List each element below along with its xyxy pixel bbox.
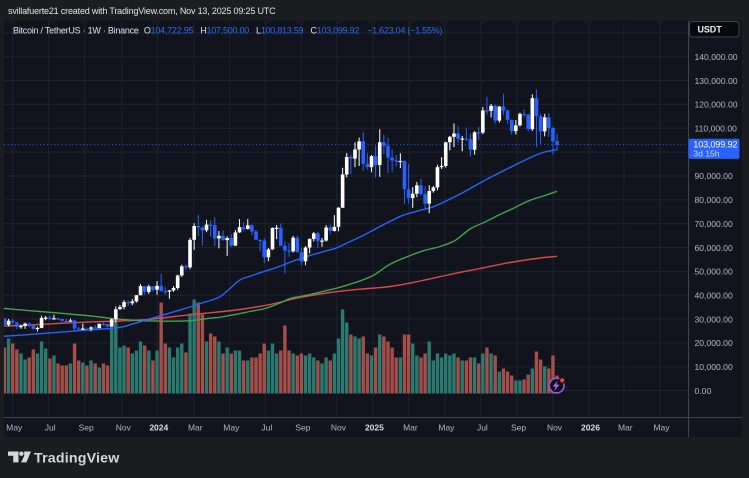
svg-text:May: May — [438, 422, 455, 432]
svg-text:2024: 2024 — [149, 422, 168, 432]
svg-text:Nov: Nov — [331, 422, 347, 432]
svg-text:svillafuerte21 created with Tr: svillafuerte21 created with TradingView.… — [8, 6, 276, 16]
svg-text:110,000.00: 110,000.00 — [695, 124, 738, 134]
svg-text:Jul: Jul — [261, 422, 272, 432]
svg-text:May: May — [6, 422, 23, 432]
svg-text:Sep: Sep — [295, 422, 310, 432]
svg-text:70,000.00: 70,000.00 — [695, 219, 733, 229]
svg-text:May: May — [223, 422, 240, 432]
svg-text:20,000.00: 20,000.00 — [695, 338, 733, 348]
svg-text:Sep: Sep — [79, 422, 94, 432]
svg-text:10,000.00: 10,000.00 — [695, 362, 733, 372]
svg-text:Mar: Mar — [618, 422, 633, 432]
svg-text:3d 15h: 3d 15h — [693, 148, 720, 158]
svg-text:90,000.00: 90,000.00 — [695, 171, 733, 181]
svg-text:80,000.00: 80,000.00 — [695, 195, 733, 205]
svg-text:Jul: Jul — [45, 422, 56, 432]
svg-text:Nov: Nov — [547, 422, 563, 432]
svg-text:0.00: 0.00 — [695, 386, 712, 396]
svg-text:Bitcoin / TetherUS · 1W · Bina: Bitcoin / TetherUS · 1W · Binance O104,7… — [13, 26, 442, 36]
svg-text:Mar: Mar — [403, 422, 418, 432]
svg-text:120,000.00: 120,000.00 — [695, 100, 738, 110]
svg-text:130,000.00: 130,000.00 — [695, 76, 738, 86]
svg-text:Sep: Sep — [511, 422, 526, 432]
svg-text:2025: 2025 — [365, 422, 384, 432]
svg-text:140,000.00: 140,000.00 — [695, 52, 738, 62]
svg-text:TradingView: TradingView — [34, 450, 120, 466]
svg-text:Nov: Nov — [116, 422, 132, 432]
svg-text:2026: 2026 — [581, 422, 600, 432]
svg-text:60,000.00: 60,000.00 — [695, 243, 733, 253]
svg-text:May: May — [653, 422, 670, 432]
svg-text:50,000.00: 50,000.00 — [695, 267, 733, 277]
svg-text:30,000.00: 30,000.00 — [695, 314, 733, 324]
svg-text:Jul: Jul — [477, 422, 488, 432]
svg-text:103,099.92: 103,099.92 — [693, 140, 737, 150]
svg-text:USDT: USDT — [698, 24, 723, 34]
svg-text:40,000.00: 40,000.00 — [695, 291, 733, 301]
svg-text:Mar: Mar — [188, 422, 203, 432]
